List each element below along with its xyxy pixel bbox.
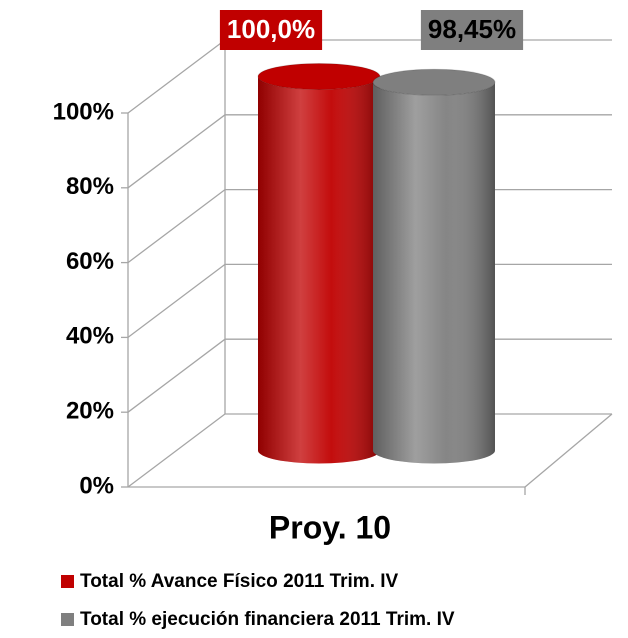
legend-swatch — [61, 613, 74, 626]
value-label-box — [219, 10, 323, 50]
legend-label: Total % Avance Físico 2011 Trim. IV — [80, 571, 399, 592]
legend-label: Total % ejecución financiera 2011 Trim. … — [80, 609, 455, 630]
y-tick-label: 60% — [66, 248, 114, 275]
value-label-box — [420, 10, 524, 50]
y-tick-label: 100% — [53, 98, 114, 125]
bar-shading — [258, 76, 380, 464]
value-label: 98,45% — [428, 14, 516, 44]
bar-top — [372, 68, 496, 96]
value-label: 100,0% — [227, 14, 315, 44]
y-tick-label: 80% — [66, 173, 114, 200]
y-tick-label: 0% — [79, 472, 114, 499]
x-tick-label: Proy. 10 — [269, 509, 391, 545]
y-tick-label: 40% — [66, 323, 114, 350]
floor-edge — [524, 413, 613, 488]
bar-shading — [372, 82, 495, 464]
legend-swatch — [61, 575, 74, 588]
y-tick-label: 20% — [66, 398, 114, 425]
bar-top — [257, 63, 381, 90]
